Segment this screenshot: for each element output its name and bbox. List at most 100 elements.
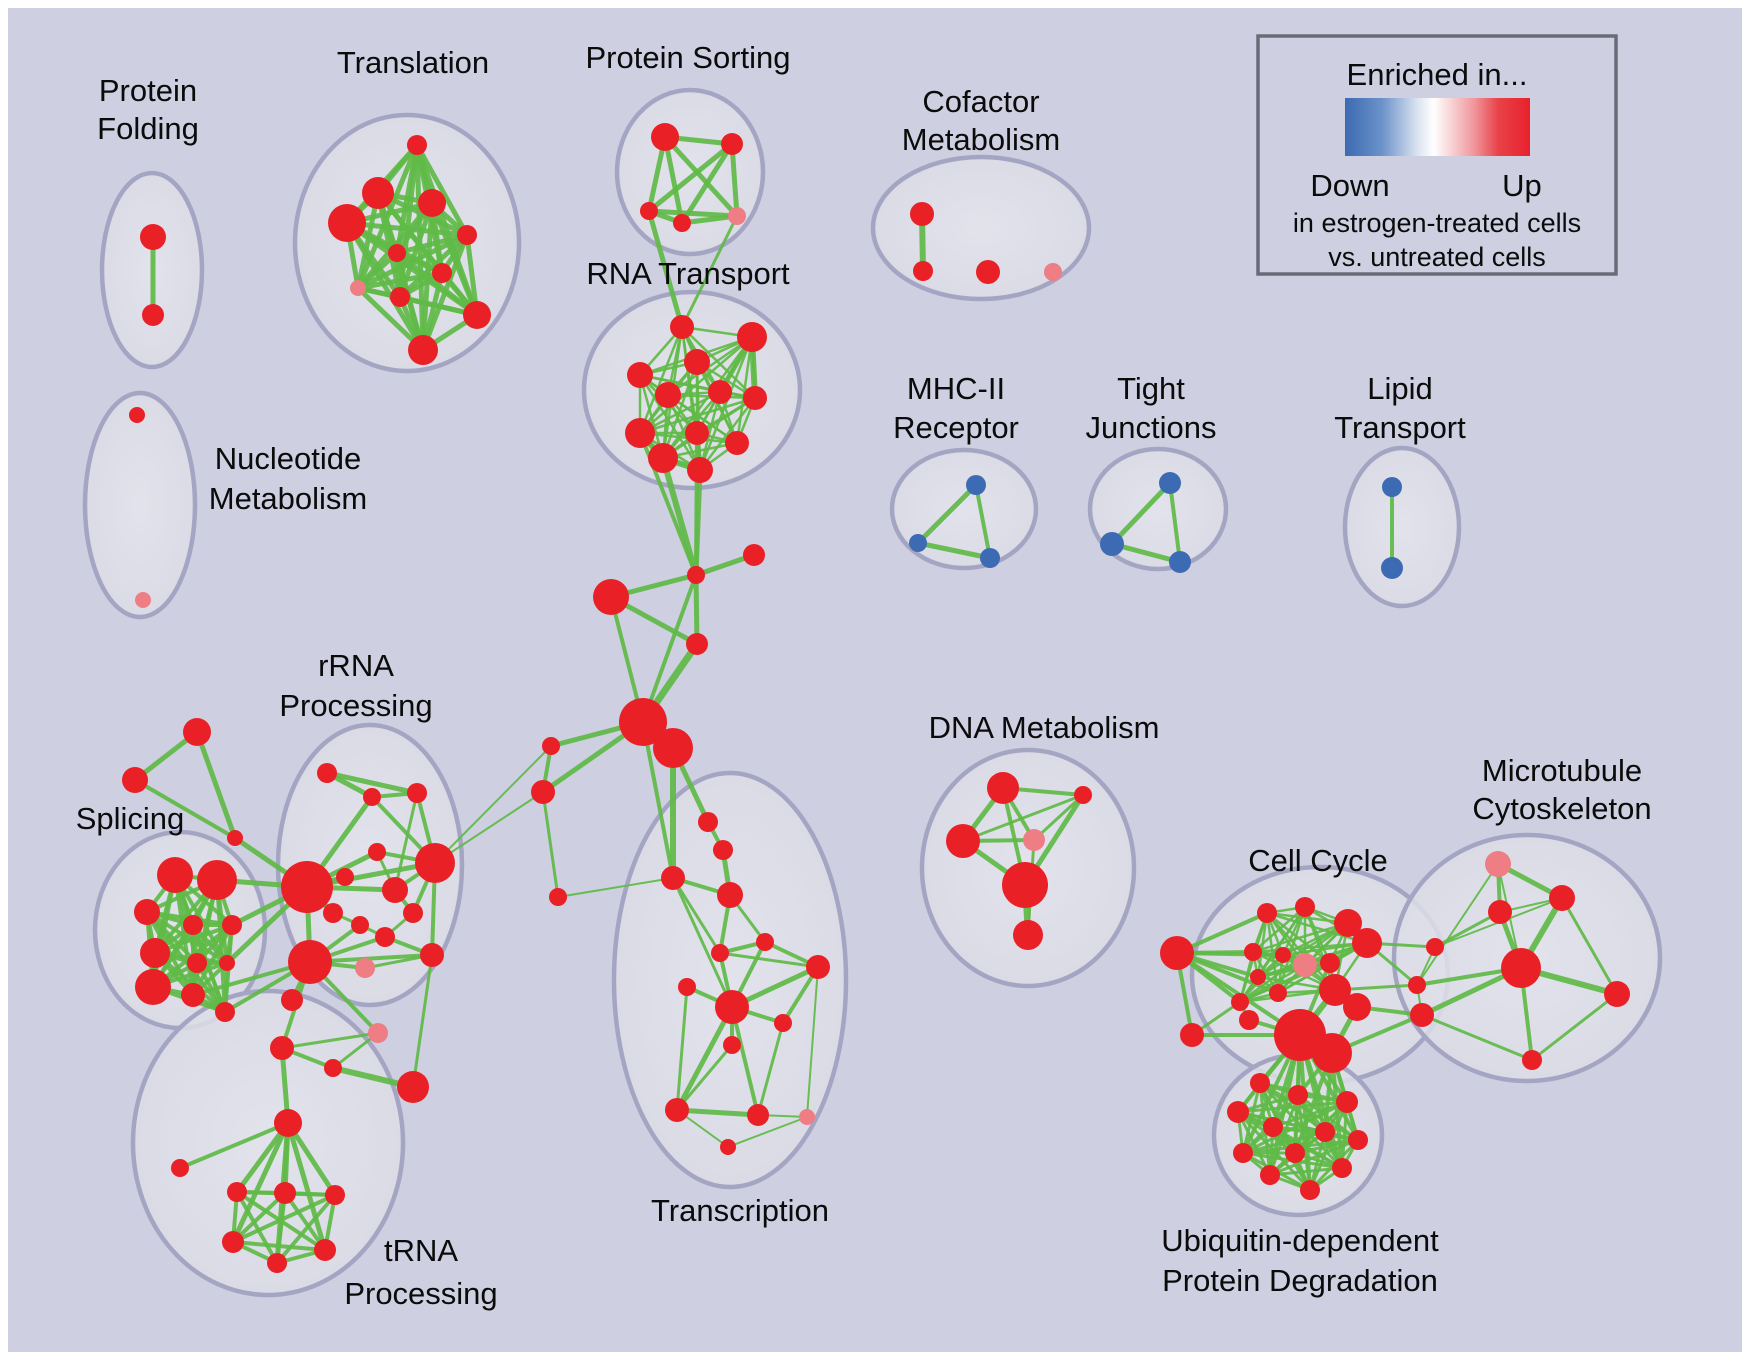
cluster-label-splicing: Splicing [76,801,185,836]
node-t8 [350,280,366,296]
node-ub4 [1227,1101,1249,1123]
node-rt2 [737,322,767,352]
node-rr6 [382,877,408,903]
edge [698,390,722,472]
edge [718,951,820,969]
node-dm4 [946,824,980,858]
node-rt4 [627,362,653,388]
edge [1530,992,1619,1062]
edge [694,431,699,577]
node-mh1 [966,475,986,495]
node-rr12 [355,958,375,978]
edge [355,270,445,291]
node-rt11 [648,443,678,473]
node-sp4 [183,915,203,935]
edge [915,482,979,546]
node-t11 [408,335,438,365]
node-sp10 [181,983,205,1007]
edge [235,1190,279,1265]
cluster-label-rrna-processing: rRNA Processing [279,648,432,723]
node-tx12 [665,1098,689,1122]
node-cc6 [1293,953,1317,977]
cluster-label-protein-folding: Protein Folding [97,73,199,146]
edge [641,573,698,724]
node-md3 [397,1071,429,1103]
cluster-label-mhc-ii-receptor: MHC-II Receptor [893,371,1019,445]
node-nm1 [129,407,145,423]
edge [324,770,420,796]
edge [730,1005,760,1117]
edge [133,778,237,840]
node-t4 [418,189,446,217]
node-ps3 [640,202,658,220]
edge [231,1193,337,1244]
edge [660,455,699,578]
edge [915,540,993,561]
node-rt8 [625,418,655,448]
node-rt3 [684,349,710,375]
node-ub5 [1263,1117,1283,1137]
node-t3 [328,204,366,242]
node-ub11 [1332,1158,1352,1178]
node-sp2 [197,860,237,900]
node-ub6 [1315,1122,1335,1142]
legend-gradient-bar [1345,98,1530,156]
cluster-label-dna-metabolism: DNA Metabolism [929,710,1160,745]
node-cc4 [1334,909,1362,937]
edge [397,232,470,300]
edge [285,1120,328,1253]
node-rr2 [363,788,381,806]
edge [666,335,754,397]
node-rrhub2 [288,940,332,984]
node-rr11 [420,943,444,967]
node-rr1 [317,763,337,783]
node-ch2 [687,566,705,584]
legend-down-label: Down [1310,168,1389,203]
edge [646,208,740,219]
node-ps1 [651,123,679,151]
edge [414,142,470,238]
node-sp1 [157,857,193,893]
node-rr7 [403,903,423,923]
node-cf3 [976,260,1000,284]
node-ch4 [686,633,708,655]
edge [1032,793,1085,842]
node-sp11 [215,1002,235,1022]
node-tx11 [723,1036,741,1054]
node-tj2 [1100,532,1124,556]
node-sp9 [135,969,171,1005]
node-mt2 [1549,885,1575,911]
node-rr10 [375,927,395,947]
node-rr3 [407,783,427,803]
edge [234,1120,291,1195]
node-cf1 [910,202,934,226]
node-rr9 [351,916,369,934]
node-cc5 [1352,928,1382,958]
edge [674,1004,735,1113]
node-rr5 [336,868,354,886]
node-lm2 [531,780,555,804]
node-ch1 [743,544,765,566]
node-rt9 [685,421,709,445]
edge [646,141,735,214]
edge [1251,905,1307,954]
node-mt5 [1604,981,1630,1007]
node-tx2 [698,812,718,832]
node-lm1 [542,737,560,755]
edge [806,966,819,1118]
node-ub10 [1260,1165,1280,1185]
edge [194,729,238,841]
edge [679,141,735,226]
cluster-label-trna-processing: tRNA Processing [344,1233,497,1311]
edge [178,1121,290,1170]
node-ub12 [1300,1180,1320,1200]
node-rrhub1 [281,861,333,913]
node-cf4 [1044,263,1062,281]
cluster-ellipse-mhc-ii-receptor [889,447,1039,571]
node-tr2 [274,1182,296,1204]
legend-line1: in estrogen-treated cells [1293,208,1581,238]
edge [674,1107,761,1118]
node-dm6 [1013,920,1043,950]
